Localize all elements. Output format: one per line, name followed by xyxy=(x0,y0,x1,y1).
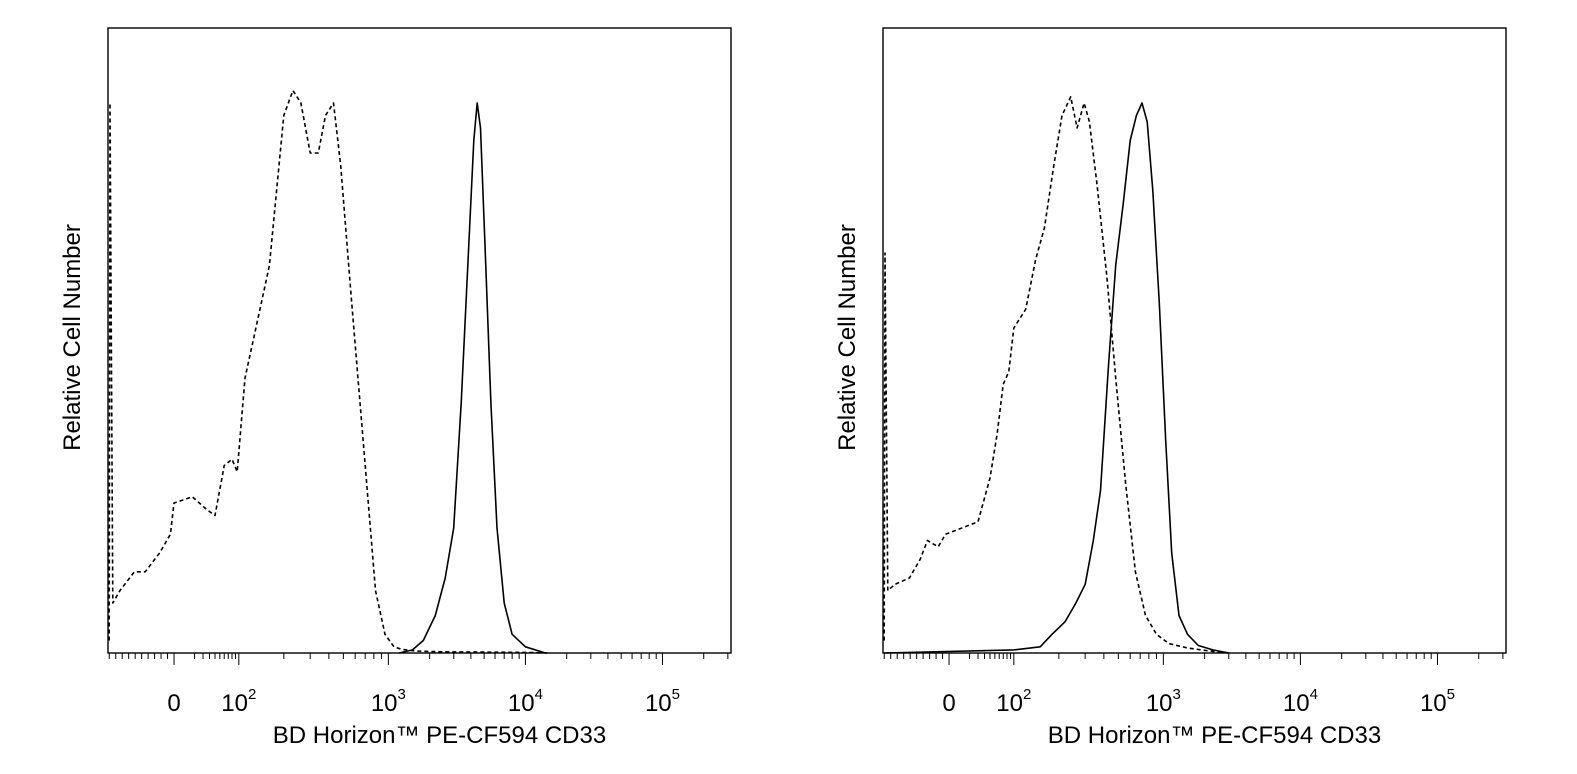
x-tick-label-exponent: 2 xyxy=(1023,686,1031,703)
x-tick-label-base: 10 xyxy=(1283,690,1310,717)
x-tick-label-base: 0 xyxy=(167,690,180,717)
y-axis-title: Relative Cell Number xyxy=(834,224,861,451)
series-cd33-stained xyxy=(884,102,1229,654)
x-tick-label-base: 10 xyxy=(1420,690,1447,717)
x-axis-ticks xyxy=(883,653,1504,665)
x-tick-label-base: 10 xyxy=(221,690,248,717)
x-tick-label: 104 xyxy=(508,686,543,717)
x-tick-label: 103 xyxy=(1146,686,1181,717)
x-tick-label: 105 xyxy=(1420,686,1455,717)
x-tick-label-exponent: 4 xyxy=(535,686,543,703)
x-tick-label-exponent: 3 xyxy=(1173,686,1181,703)
plot-frame xyxy=(882,27,1507,654)
series-isotype-control xyxy=(108,89,550,654)
x-tick-label: 0 xyxy=(942,690,955,717)
x-axis-ticks xyxy=(108,653,729,665)
x-tick-label: 0 xyxy=(167,690,180,717)
x-tick-label: 102 xyxy=(221,686,256,717)
x-tick-label: 104 xyxy=(1283,686,1318,717)
x-tick-label: 105 xyxy=(645,686,680,717)
x-axis-title: BD Horizon™ PE-CF594 CD33 xyxy=(1048,722,1381,749)
x-axis-title: BD Horizon™ PE-CF594 CD33 xyxy=(273,722,606,749)
x-tick-label-base: 10 xyxy=(1146,690,1173,717)
series-isotype-control xyxy=(883,96,1229,654)
x-tick-label-base: 10 xyxy=(371,690,398,717)
x-tick-label-exponent: 5 xyxy=(1447,686,1455,703)
x-tick-label: 102 xyxy=(996,686,1031,717)
y-axis-title: Relative Cell Number xyxy=(59,224,86,451)
series-cd33-stained xyxy=(399,102,546,654)
x-tick-label-base: 0 xyxy=(942,690,955,717)
plot-frame xyxy=(107,27,732,654)
x-tick-label-exponent: 4 xyxy=(1310,686,1318,703)
x-tick-label-base: 10 xyxy=(996,690,1023,717)
x-tick-label: 103 xyxy=(371,686,406,717)
x-tick-label-base: 10 xyxy=(508,690,535,717)
x-tick-label-exponent: 3 xyxy=(398,686,406,703)
x-tick-label-exponent: 2 xyxy=(248,686,256,703)
x-tick-label-base: 10 xyxy=(645,690,672,717)
x-tick-label-exponent: 5 xyxy=(672,686,680,703)
